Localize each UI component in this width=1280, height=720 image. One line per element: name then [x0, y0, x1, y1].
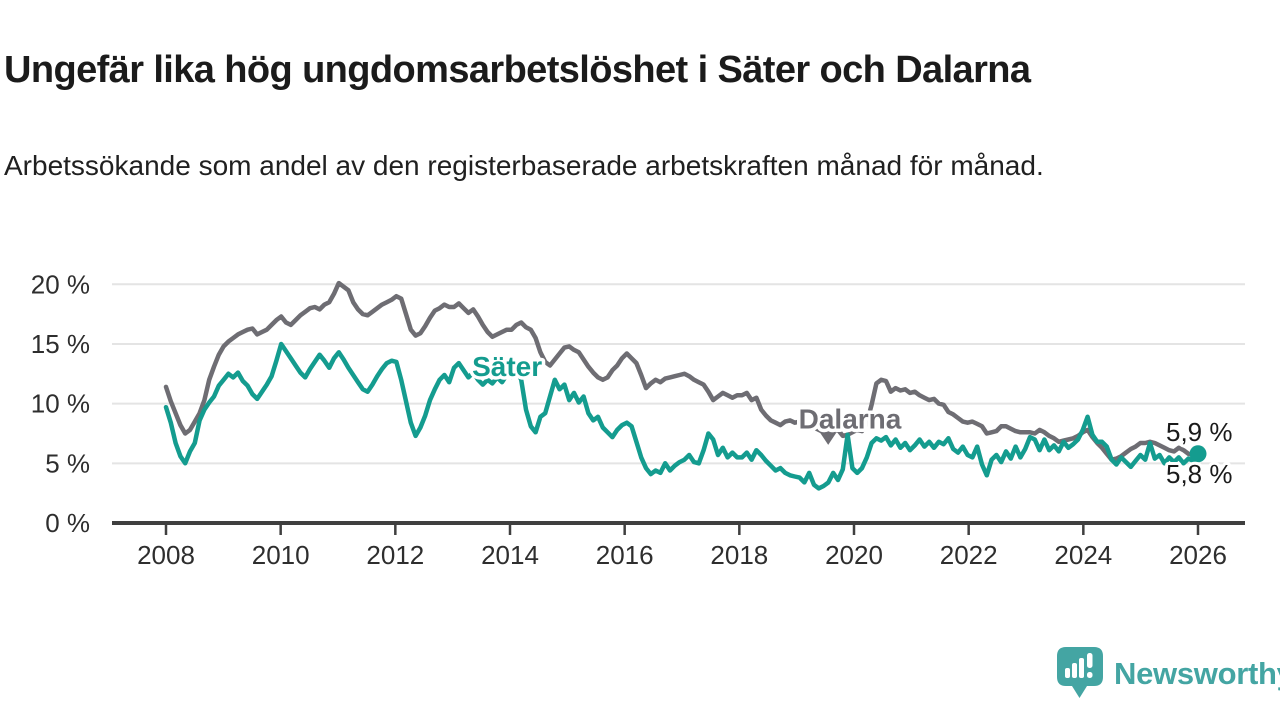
y-tick-label: 20 %	[31, 269, 90, 299]
series-label-säter: Säter	[472, 351, 542, 382]
newsworthy-logo: Newsworthy	[1056, 646, 1280, 701]
chart-subtitle: Arbetssökande som andel av den registerb…	[4, 150, 1044, 181]
series-line-dalarna	[163, 280, 1201, 462]
newsworthy-logo-text: Newsworthy	[1114, 655, 1280, 691]
x-tick-label: 2018	[710, 540, 768, 570]
y-tick-label: 15 %	[31, 329, 90, 359]
newsworthy-bubble-icon	[1057, 647, 1103, 698]
chart-title: Ungefär lika hög ungdomsarbetslöshet i S…	[4, 49, 1031, 92]
x-tick-label: 2022	[940, 540, 998, 570]
series-line-säter	[163, 341, 1201, 491]
series-label-dalarna: Dalarna	[799, 404, 902, 435]
x-tick-label: 2014	[481, 540, 539, 570]
series-end-dot-säter	[1189, 445, 1207, 463]
y-tick-label: 5 %	[45, 448, 90, 478]
end-value-label-dalarna: 5,9 %	[1166, 417, 1233, 447]
x-tick-label: 2016	[596, 540, 654, 570]
x-tick-label: 2024	[1054, 540, 1112, 570]
y-tick-label: 0 %	[45, 508, 90, 538]
x-tick-label: 2012	[366, 540, 424, 570]
y-tick-label: 10 %	[31, 389, 90, 419]
x-tick-label: 2010	[252, 540, 310, 570]
x-tick-label: 2008	[137, 540, 195, 570]
x-tick-label: 2020	[825, 540, 883, 570]
annotation-arrow-down-icon	[820, 432, 837, 445]
x-tick-label: 2026	[1169, 540, 1227, 570]
end-value-label-säter: 5,8 %	[1166, 459, 1233, 489]
